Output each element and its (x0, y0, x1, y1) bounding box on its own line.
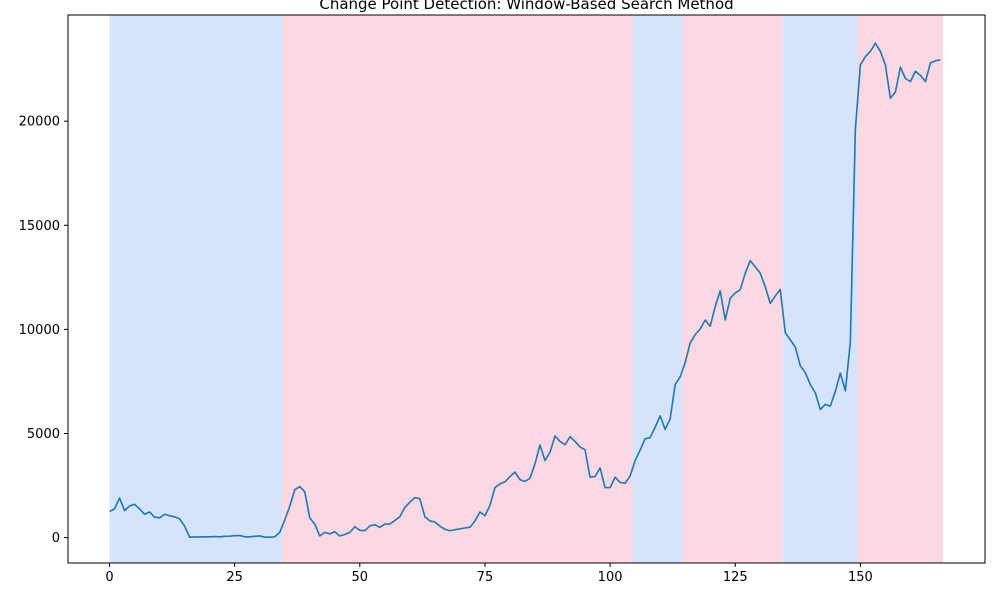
y-axis: 0 5000 10000 15000 20000 (19, 115, 68, 546)
series-layer (109, 42, 941, 538)
y-tick-label: 15000 (19, 219, 60, 234)
x-tick-label: 125 (723, 570, 748, 585)
y-tick-label: 10000 (19, 323, 60, 338)
segment-bands (109, 15, 943, 563)
x-axis: 0 25 50 75 100 125 150 (105, 563, 873, 585)
x-tick-label: 75 (477, 570, 494, 585)
axes-frame (67, 14, 986, 564)
x-tick-label: 50 (352, 570, 369, 585)
segment-band (857, 15, 943, 563)
x-tick-label: 25 (226, 570, 243, 585)
x-tick-label: 0 (105, 570, 113, 585)
series-line (109, 42, 941, 538)
x-tick-label: 150 (848, 570, 873, 585)
segment-band (682, 15, 783, 563)
chart-title: Change Point Detection: Window-Based Sea… (319, 0, 733, 13)
segment-band (632, 15, 683, 563)
segment-band (109, 15, 283, 563)
segment-band (282, 15, 633, 563)
y-tick-label: 0 (52, 531, 60, 546)
x-tick-label: 100 (598, 570, 623, 585)
y-tick-label: 20000 (19, 115, 60, 130)
y-tick-label: 5000 (27, 427, 60, 442)
segment-band (782, 15, 858, 563)
